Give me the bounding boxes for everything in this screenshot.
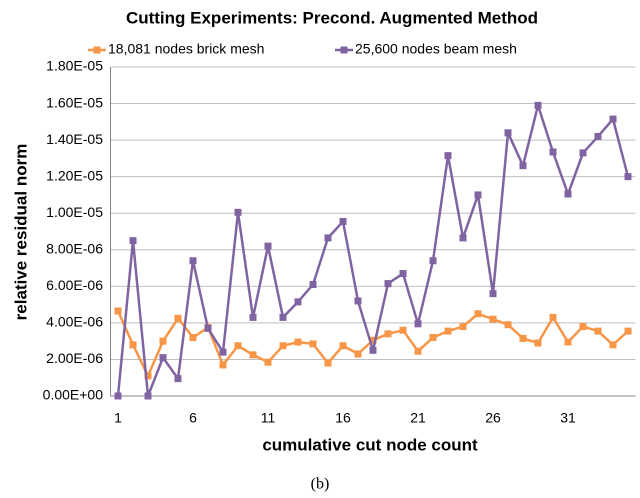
marker xyxy=(519,162,527,170)
marker xyxy=(594,327,602,335)
y-tick-label: 0.00E+00 xyxy=(43,387,104,403)
y-tick-label: 2.00E-06 xyxy=(46,350,103,366)
marker xyxy=(219,361,227,369)
marker xyxy=(579,149,587,157)
marker xyxy=(549,148,557,156)
marker xyxy=(144,392,152,400)
marker xyxy=(624,327,632,335)
marker xyxy=(324,359,332,367)
marker xyxy=(174,314,182,322)
marker xyxy=(474,191,482,199)
x-tick-label: 11 xyxy=(261,410,276,426)
marker xyxy=(399,326,407,334)
marker xyxy=(459,234,467,242)
marker xyxy=(369,336,377,344)
marker xyxy=(339,342,347,350)
legend-label: 25,600 nodes beam mesh xyxy=(355,41,517,57)
marker xyxy=(609,115,617,123)
x-tick-label: 31 xyxy=(560,410,576,426)
legend-marker xyxy=(340,46,348,54)
x-tick-label: 16 xyxy=(335,410,351,426)
marker xyxy=(324,234,332,242)
x-tick-label: 1 xyxy=(114,410,122,426)
x-tick-label: 21 xyxy=(410,410,426,426)
marker xyxy=(309,340,317,348)
marker xyxy=(309,281,317,289)
marker xyxy=(534,339,542,347)
marker xyxy=(489,290,497,298)
y-axis-title: relative residual norm xyxy=(11,144,30,321)
x-tick-label: 6 xyxy=(189,410,197,426)
y-tick-label: 1.60E-05 xyxy=(46,94,103,110)
marker xyxy=(129,341,137,349)
marker xyxy=(384,330,392,338)
chart-title: Cutting Experiments: Precond. Augmented … xyxy=(126,8,538,27)
marker xyxy=(249,351,257,359)
marker xyxy=(264,358,272,366)
legend-marker xyxy=(93,46,101,54)
x-tick-label: 26 xyxy=(485,410,501,426)
legend-label: 18,081 nodes brick mesh xyxy=(108,41,264,57)
marker xyxy=(504,129,512,137)
marker xyxy=(564,338,572,346)
marker xyxy=(354,297,362,305)
marker xyxy=(459,323,467,331)
marker xyxy=(144,372,152,380)
marker xyxy=(234,208,242,216)
marker xyxy=(579,323,587,331)
marker xyxy=(594,132,602,140)
marker xyxy=(249,313,257,321)
marker xyxy=(399,270,407,278)
y-tick-label: 1.00E-05 xyxy=(46,204,103,220)
marker xyxy=(159,337,167,345)
marker xyxy=(549,313,557,321)
marker xyxy=(114,392,122,400)
marker xyxy=(504,321,512,329)
marker xyxy=(384,280,392,288)
marker xyxy=(129,237,137,245)
y-tick-label: 6.00E-06 xyxy=(46,277,103,293)
x-axis-title: cumulative cut node count xyxy=(262,435,478,454)
caption: (b) xyxy=(311,476,330,493)
marker xyxy=(174,375,182,383)
marker xyxy=(159,354,167,362)
marker xyxy=(429,257,437,265)
marker xyxy=(444,152,452,160)
marker xyxy=(414,320,422,328)
marker xyxy=(264,242,272,250)
marker xyxy=(354,350,362,358)
marker xyxy=(564,190,572,198)
marker xyxy=(189,334,197,342)
marker xyxy=(114,307,122,315)
y-tick-label: 1.20E-05 xyxy=(46,167,103,183)
marker xyxy=(294,338,302,346)
marker xyxy=(414,347,422,355)
marker xyxy=(279,313,287,321)
marker xyxy=(189,257,197,265)
marker xyxy=(204,324,212,332)
marker xyxy=(609,341,617,349)
y-tick-label: 1.40E-05 xyxy=(46,131,103,147)
marker xyxy=(339,217,347,225)
marker xyxy=(534,101,542,109)
marker xyxy=(624,173,632,181)
y-tick-label: 1.80E-05 xyxy=(46,58,103,74)
marker xyxy=(429,334,437,342)
marker xyxy=(369,346,377,354)
marker xyxy=(294,298,302,306)
marker xyxy=(444,327,452,335)
marker xyxy=(279,342,287,350)
y-tick-label: 8.00E-06 xyxy=(46,240,103,256)
marker xyxy=(219,348,227,356)
marker xyxy=(489,315,497,323)
y-tick-label: 4.00E-06 xyxy=(46,314,103,330)
marker xyxy=(519,334,527,342)
marker xyxy=(234,342,242,350)
marker xyxy=(474,310,482,318)
